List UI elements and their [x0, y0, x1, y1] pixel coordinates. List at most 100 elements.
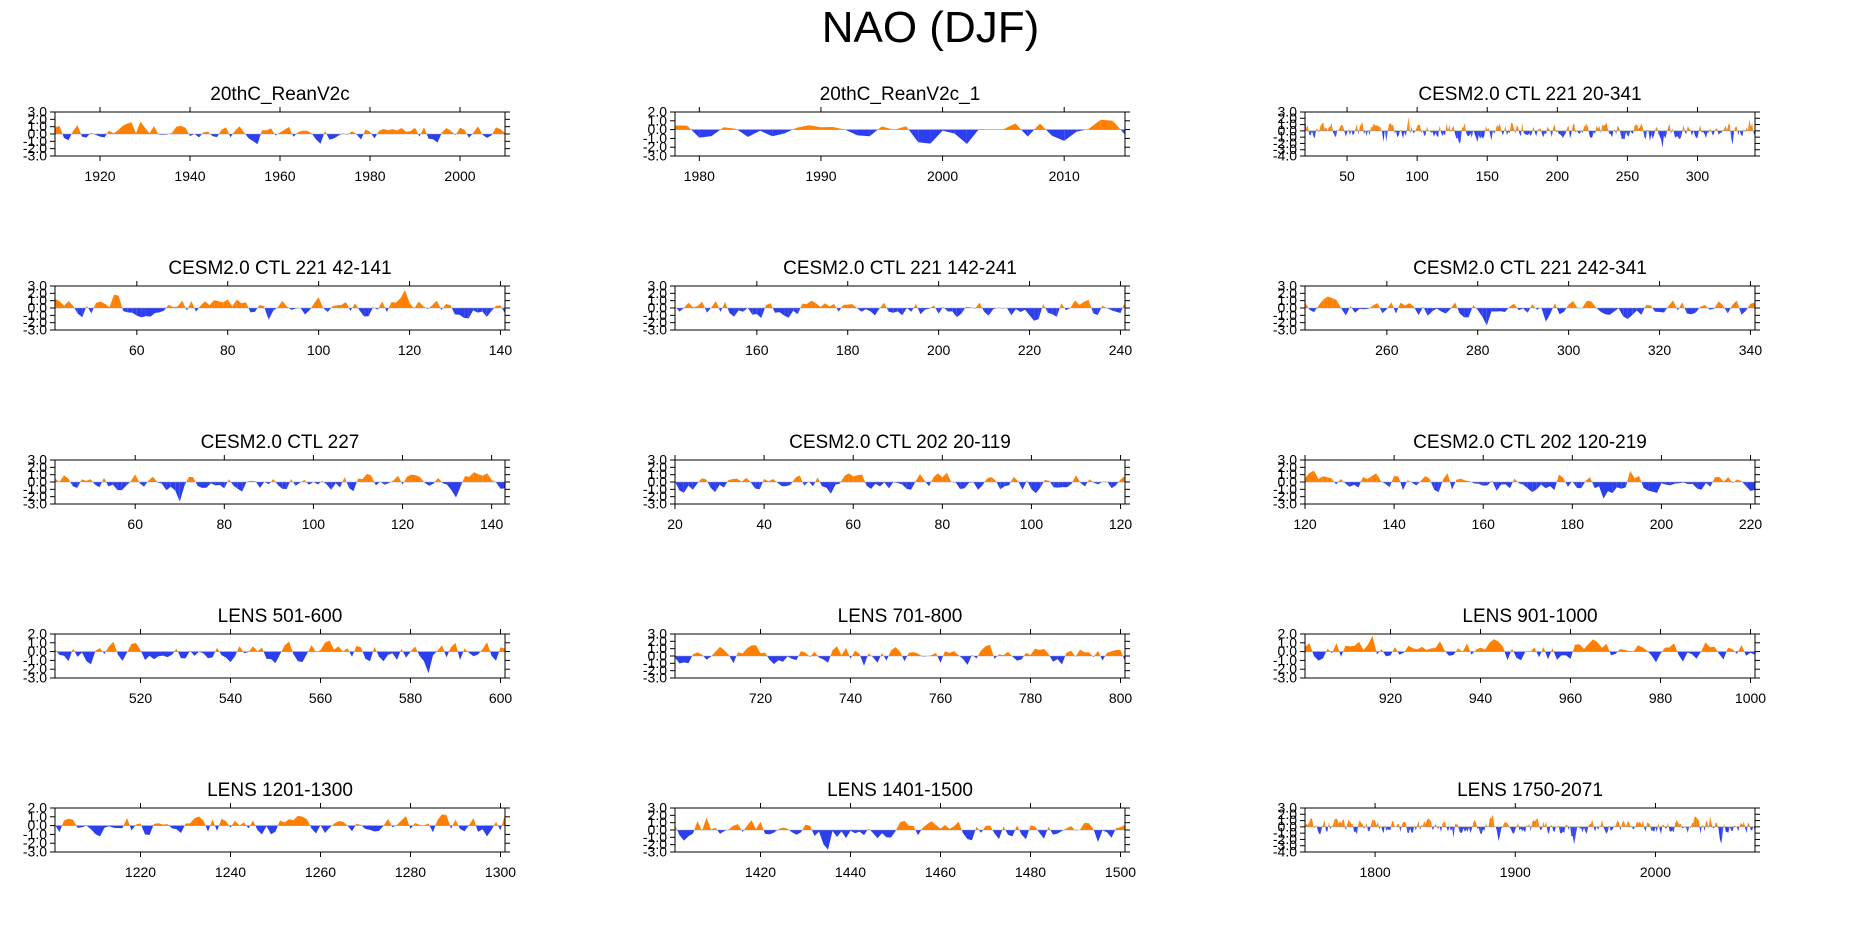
- nao-chart: CESM2.0 CTL 202 120-2193.02.01.00.0-1.0-…: [1273, 432, 1763, 532]
- negative-area: [1651, 826, 1653, 831]
- negative-area: [1659, 130, 1662, 140]
- positive-area: [1518, 822, 1519, 827]
- negative-area: [1554, 826, 1556, 832]
- negative-area: [1560, 130, 1562, 136]
- negative-area: [1401, 130, 1404, 139]
- positive-area: [177, 300, 183, 308]
- positive-area: [282, 300, 287, 308]
- positive-area: [1398, 476, 1401, 482]
- negative-area: [1625, 482, 1628, 488]
- y-tick-label: -1.0: [1273, 129, 1297, 145]
- negative-area: [91, 825, 96, 835]
- negative-area: [1575, 130, 1577, 133]
- negative-area: [1570, 826, 1572, 837]
- negative-area: [959, 656, 963, 659]
- positive-area: [1533, 126, 1535, 131]
- positive-area: [1039, 123, 1046, 130]
- negative-area: [145, 308, 151, 317]
- positive-area: [918, 653, 922, 656]
- negative-area: [429, 482, 434, 486]
- y-tick-label: 1.0: [1278, 466, 1298, 482]
- positive-area: [829, 303, 835, 308]
- y-tick-label: 0.0: [648, 648, 668, 664]
- negative-area: [205, 825, 208, 832]
- positive-area: [194, 816, 199, 826]
- negative-area: [886, 308, 889, 312]
- positive-area: [1518, 127, 1519, 131]
- negative-area: [765, 830, 770, 835]
- y-tick-label: 0.0: [648, 121, 668, 137]
- negative-area: [789, 830, 792, 833]
- negative-area: [1386, 651, 1391, 657]
- negative-area: [1545, 482, 1550, 489]
- positive-area: [1315, 825, 1317, 827]
- positive-area: [1342, 819, 1345, 827]
- y-tick-label: 3.0: [1278, 800, 1298, 816]
- x-tick-label: 1980: [354, 168, 385, 184]
- negative-area: [1550, 130, 1552, 138]
- negative-area: [335, 482, 341, 488]
- positive-area: [1472, 823, 1474, 827]
- negative-area: [1731, 826, 1733, 831]
- y-tick-label: -1.0: [643, 307, 667, 323]
- positive-area: [1456, 478, 1461, 482]
- positive-area: [943, 651, 945, 656]
- negative-area: [1481, 826, 1483, 835]
- negative-area: [1749, 826, 1751, 831]
- x-tick-label: 1440: [835, 864, 866, 880]
- negative-area: [1750, 482, 1755, 491]
- positive-area: [1559, 474, 1564, 482]
- positive-area: [1368, 635, 1373, 652]
- negative-area: [1704, 130, 1706, 139]
- positive-area: [1530, 647, 1535, 652]
- negative-area: [1438, 482, 1443, 493]
- negative-area: [237, 482, 243, 492]
- positive-area: [1714, 128, 1716, 131]
- positive-area: [442, 814, 447, 826]
- negative-area: [500, 482, 505, 489]
- negative-area: [1431, 482, 1435, 490]
- negative-area: [194, 134, 199, 138]
- negative-area: [1558, 130, 1561, 135]
- negative-area: [1561, 826, 1563, 834]
- negative-area: [451, 308, 455, 315]
- nao-chart: 20thC_ReanV2c3.02.01.00.0-1.0-2.0-3.0192…: [23, 84, 510, 184]
- positive-area: [186, 476, 189, 482]
- negative-area: [704, 308, 707, 313]
- negative-area: [1718, 130, 1720, 135]
- negative-area: [88, 308, 92, 314]
- positive-area: [915, 474, 920, 482]
- positive-area: [1605, 122, 1607, 131]
- negative-area: [982, 482, 985, 486]
- x-tick-label: 560: [309, 690, 333, 706]
- positive-area: [720, 127, 724, 130]
- y-tick-label: 2.0: [1278, 285, 1298, 301]
- negative-area: [788, 308, 794, 318]
- negative-area: [1505, 308, 1509, 312]
- positive-area: [1584, 644, 1589, 652]
- positive-area: [478, 474, 483, 482]
- positive-area: [1366, 822, 1368, 827]
- positive-area: [760, 821, 764, 830]
- negative-area: [865, 482, 867, 486]
- negative-area: [1576, 482, 1582, 489]
- positive-area: [1693, 816, 1695, 827]
- negative-area: [1400, 826, 1402, 833]
- positive-area: [245, 302, 249, 308]
- negative-area: [263, 651, 267, 659]
- positive-area: [188, 476, 194, 482]
- negative-area: [376, 651, 379, 657]
- positive-area: [837, 646, 842, 656]
- negative-area: [208, 651, 213, 659]
- negative-area: [1351, 130, 1353, 136]
- negative-area: [1027, 482, 1032, 490]
- positive-area: [1043, 303, 1046, 308]
- negative-area: [763, 830, 765, 834]
- negative-area: [487, 825, 492, 837]
- negative-area: [74, 651, 78, 657]
- positive-area: [692, 654, 693, 656]
- positive-area: [1322, 824, 1324, 827]
- negative-area: [1441, 130, 1443, 136]
- negative-area: [1071, 482, 1073, 484]
- positive-area: [289, 819, 294, 826]
